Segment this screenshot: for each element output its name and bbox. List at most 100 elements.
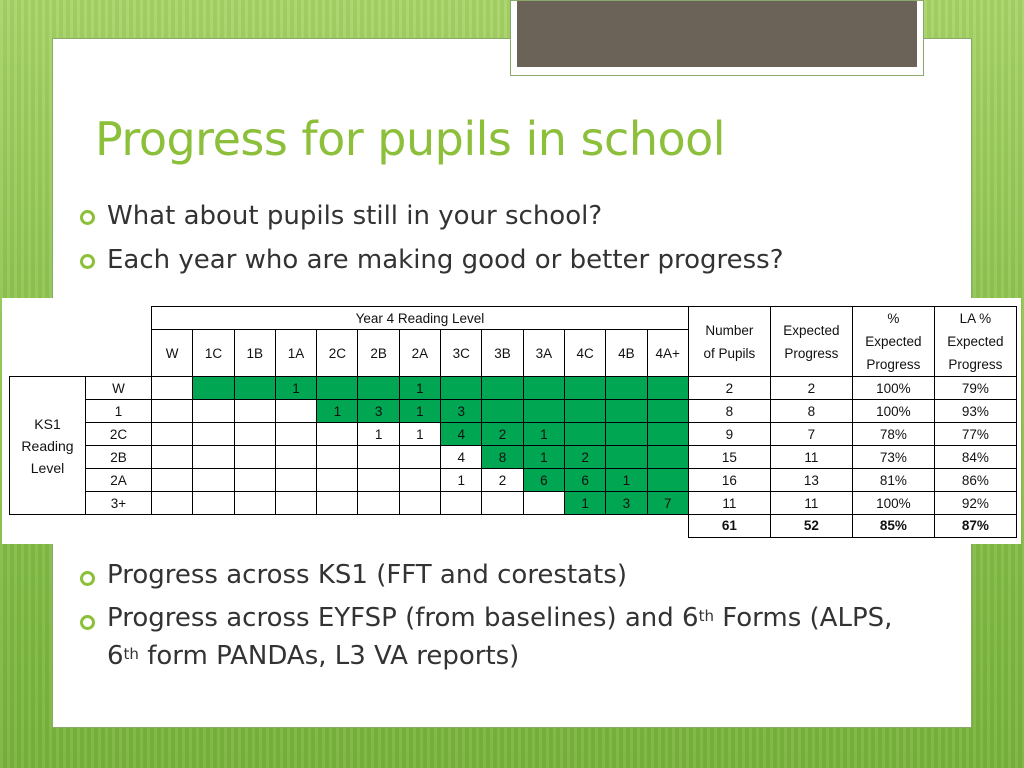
row-label: 2A	[85, 468, 152, 492]
total-cell: 87%	[933, 514, 1017, 538]
header-line: %	[887, 311, 900, 326]
column-header: 3A	[522, 329, 565, 377]
header-line: Expected	[947, 334, 1004, 349]
column-header: 4A+	[646, 329, 689, 377]
table-image-area: Year 4 Reading Level Number of Pupils Expec…	[2, 298, 1021, 544]
title-decor-fill	[517, 1, 917, 67]
table-cell	[274, 491, 318, 515]
table-cell	[150, 422, 194, 446]
table-cell	[192, 491, 235, 515]
table-cell	[274, 468, 318, 492]
stat-cell: 11	[687, 491, 771, 515]
table-cell: 4	[440, 445, 483, 469]
row-label: 2C	[85, 422, 152, 446]
table-cell	[233, 491, 276, 515]
stat-header: Number of Pupils	[687, 306, 771, 377]
table-cell	[357, 491, 400, 515]
column-header: W	[150, 329, 194, 377]
column-header: 4B	[605, 329, 648, 377]
table-cell: 3	[357, 399, 400, 423]
table-cell: 6	[522, 468, 565, 492]
table-cell	[192, 422, 235, 446]
header-line: Reading	[21, 437, 74, 454]
stat-cell: 78%	[851, 422, 935, 446]
table-cell	[563, 399, 607, 423]
table-cell	[233, 376, 276, 400]
stat-cell: 84%	[933, 445, 1017, 469]
column-header: 1B	[233, 329, 276, 377]
table-cell: 1	[522, 445, 565, 469]
table-cell	[522, 376, 565, 400]
stat-cell: 100%	[851, 399, 935, 423]
slide-title: Progress for pupils in school	[95, 112, 726, 166]
table-cell	[440, 376, 483, 400]
table-cell	[440, 491, 483, 515]
blank-corner	[10, 307, 152, 377]
column-header: 1C	[192, 329, 235, 377]
stat-cell: 2	[687, 376, 771, 400]
header-line: Expected	[865, 334, 922, 349]
row-label: 1	[85, 399, 152, 423]
bullet-list-bottom: Progress across KS1 (FFT and corestats) …	[78, 555, 907, 675]
table-cell: 1	[605, 468, 648, 492]
table-cell	[563, 422, 607, 446]
table-cell	[233, 445, 276, 469]
table-cell	[357, 376, 400, 400]
stat-cell: 81%	[851, 468, 935, 492]
table-cell	[150, 468, 194, 492]
stat-cell: 86%	[933, 468, 1017, 492]
table-cell	[316, 491, 359, 515]
table-cell: 1	[357, 422, 400, 446]
header-line: Expected	[783, 322, 840, 338]
ks1-reading-level-label: KS1 Reading Level	[9, 376, 86, 515]
header-line: Progress	[866, 357, 921, 372]
column-header: 2C	[316, 329, 359, 377]
table-cell: 3	[605, 491, 648, 515]
table-cell	[398, 491, 442, 515]
header-line: Progress	[948, 357, 1003, 372]
table-cell	[605, 422, 648, 446]
stat-cell: 9	[687, 422, 771, 446]
stat-cell: 73%	[851, 445, 935, 469]
header-line: LA %	[959, 311, 992, 326]
table-cell: 1	[563, 491, 607, 515]
table-cell: 1	[398, 376, 442, 400]
table-cell	[192, 445, 235, 469]
stat-cell: 93%	[933, 399, 1017, 423]
stat-header: % Expected Progress	[851, 306, 935, 377]
stat-header: LA % Expected Progress	[933, 306, 1017, 377]
table-cell	[357, 468, 400, 492]
stat-cell: 2	[769, 376, 853, 400]
table-cell	[274, 422, 318, 446]
table-cell	[316, 376, 359, 400]
table-cell	[398, 445, 442, 469]
stat-cell: 8	[687, 399, 771, 423]
stat-cell: 11	[769, 445, 853, 469]
table-cell	[646, 445, 689, 469]
column-header: 2A	[398, 329, 442, 377]
header-line: Number	[705, 322, 754, 338]
table-cell	[316, 468, 359, 492]
table-cell: 7	[646, 491, 689, 515]
table-cell: 1	[398, 399, 442, 423]
table-cell	[316, 445, 359, 469]
stat-cell: 100%	[851, 491, 935, 515]
total-cell: 52	[769, 514, 853, 538]
table-cell	[646, 422, 689, 446]
table-cell	[646, 468, 689, 492]
table-cell	[192, 468, 235, 492]
stat-cell: 15	[687, 445, 771, 469]
table-cell: 4	[440, 422, 483, 446]
table-cell	[481, 399, 524, 423]
stat-cell: 77%	[933, 422, 1017, 446]
stat-header: Expected Progress	[769, 306, 853, 377]
total-cell: 85%	[851, 514, 935, 538]
stat-cell: 16	[687, 468, 771, 492]
table-cell	[150, 445, 194, 469]
table-cell: 1	[316, 399, 359, 423]
row-label: W	[85, 376, 152, 400]
table-cell	[605, 376, 648, 400]
table-cell	[316, 422, 359, 446]
stat-cell: 8	[769, 399, 853, 423]
table-cell	[233, 399, 276, 423]
